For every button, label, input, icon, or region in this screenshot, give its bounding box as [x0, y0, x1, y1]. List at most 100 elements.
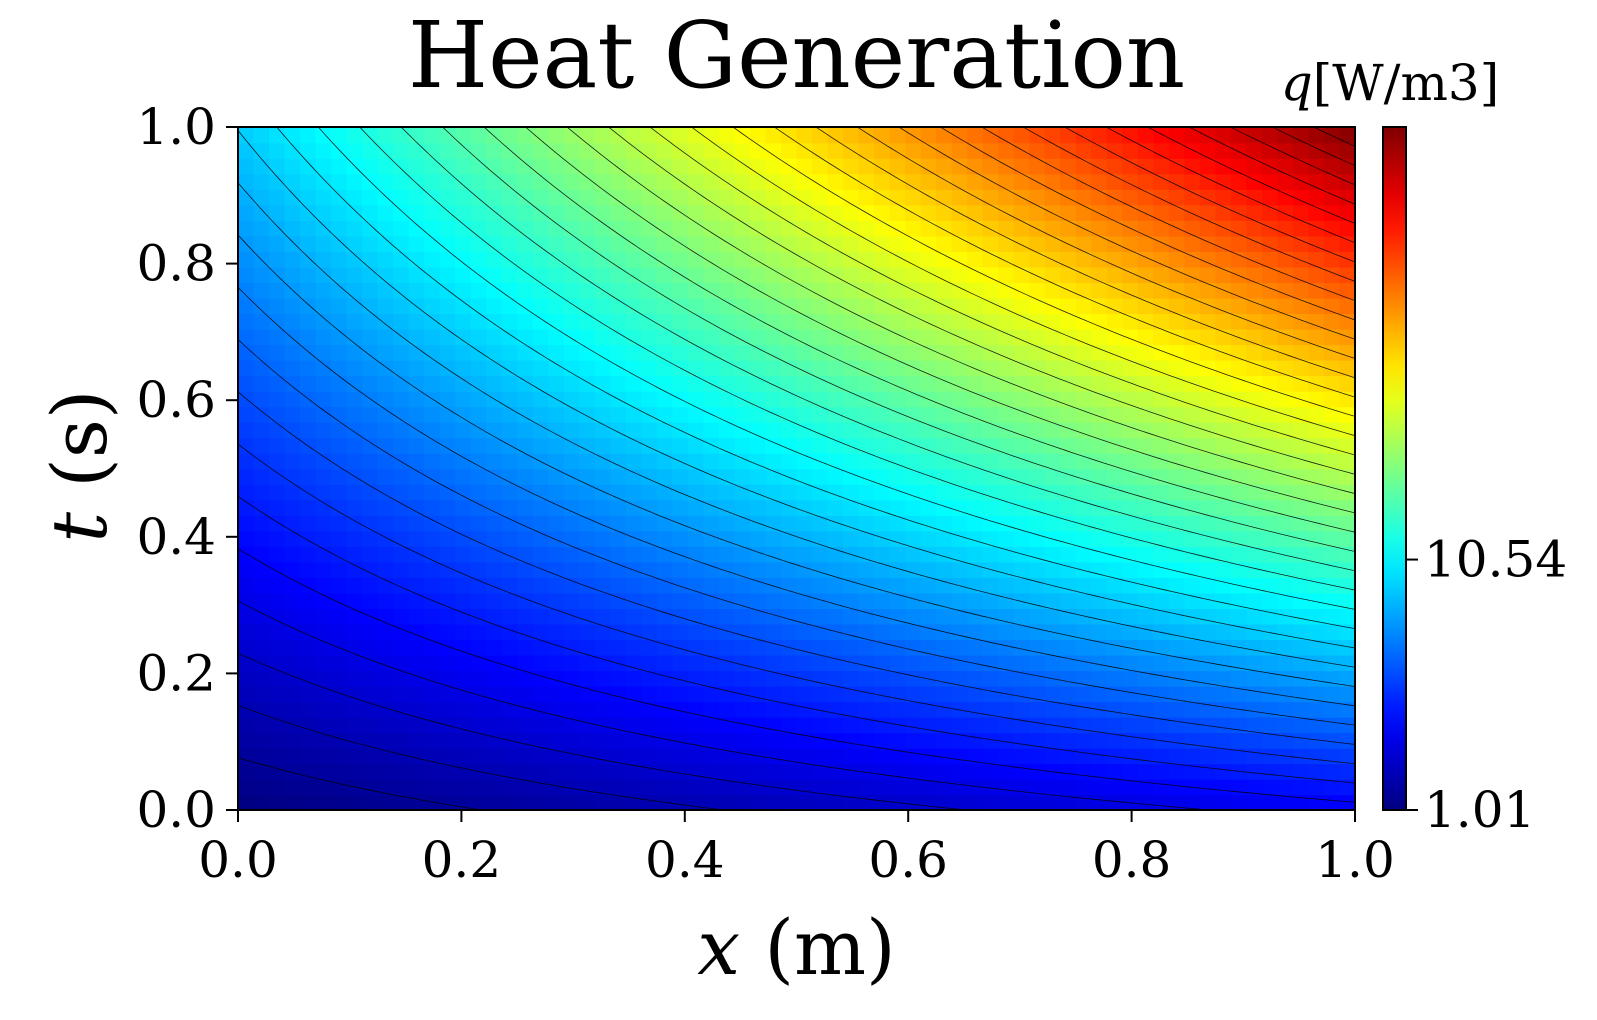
- heat-cell: [501, 468, 519, 485]
- heat-cell: [780, 716, 798, 734]
- heat-cell: [967, 530, 984, 547]
- heat-cell: [812, 592, 829, 609]
- heat-cell: [998, 515, 1015, 532]
- heat-cell: [1215, 747, 1232, 765]
- heat-cell: [315, 515, 332, 532]
- heat-cell: [362, 623, 379, 641]
- heat-cell: [594, 546, 612, 563]
- heat-cell: [517, 266, 534, 284]
- heat-cell: [920, 313, 937, 330]
- heat-cell: [517, 763, 534, 780]
- heat-cell: [1323, 546, 1341, 563]
- heat-cell: [656, 390, 674, 408]
- heat-cell: [253, 158, 270, 175]
- heat-cell: [1292, 546, 1310, 563]
- heat-cell: [1308, 452, 1325, 470]
- heat-cell: [300, 375, 317, 392]
- heat-cell: [827, 701, 844, 718]
- heat-cell: [393, 763, 410, 780]
- heat-cell: [1168, 390, 1186, 408]
- heat-cell: [253, 235, 270, 252]
- x-axis-label-unit: (m): [764, 903, 896, 992]
- heat-cell: [470, 204, 488, 221]
- heat-cell: [517, 282, 534, 299]
- heat-cell: [362, 251, 379, 268]
- heat-cell: [579, 670, 596, 687]
- heat-cell: [331, 530, 348, 547]
- heat-cell: [1246, 220, 1263, 237]
- heat-cell: [393, 484, 410, 501]
- heat-cell: [967, 220, 984, 237]
- heat-cell: [656, 716, 674, 734]
- heat-cell: [967, 251, 984, 268]
- heat-cell: [1339, 359, 1355, 377]
- heat-cell: [749, 204, 767, 221]
- heat-cell: [1199, 499, 1217, 516]
- heat-cell: [936, 778, 953, 796]
- heat-cell: [1246, 623, 1263, 641]
- heat-cell: [439, 716, 456, 734]
- heat-cell: [563, 639, 581, 656]
- heat-cell: [517, 670, 534, 687]
- heat-cell: [656, 266, 674, 284]
- heat-cell: [269, 530, 286, 547]
- heat-cell: [284, 437, 301, 454]
- heat-cell: [563, 359, 581, 377]
- heat-cell: [749, 530, 767, 547]
- heat-cell: [982, 530, 999, 547]
- heat-cell: [998, 763, 1015, 780]
- heat-cell: [858, 685, 875, 703]
- heat-cell: [408, 732, 425, 749]
- heat-cell: [734, 592, 751, 609]
- heat-cell: [377, 158, 394, 175]
- heat-cell: [843, 577, 860, 594]
- heat-cell: [672, 251, 689, 268]
- heat-cell: [936, 437, 953, 454]
- heat-cell: [734, 778, 751, 796]
- heat-cell: [1230, 484, 1248, 501]
- heat-cell: [1323, 142, 1341, 159]
- heat-cell: [796, 158, 813, 175]
- heat-cell: [734, 468, 751, 485]
- heat-cell: [532, 158, 550, 175]
- heat-cell: [563, 747, 581, 765]
- heat-cell: [641, 189, 658, 206]
- heat-cell: [439, 701, 456, 718]
- heat-cell: [982, 173, 999, 190]
- heat-cell: [548, 359, 565, 377]
- heat-cell: [734, 204, 751, 221]
- heat-cell: [656, 344, 674, 361]
- heat-cell: [889, 173, 906, 190]
- heat-cell: [1199, 313, 1217, 330]
- heat-cell: [1013, 763, 1030, 780]
- heat-cell: [656, 437, 674, 454]
- heat-cell: [1230, 313, 1248, 330]
- x-tick-label: 0.4: [645, 831, 725, 889]
- heat-cell: [346, 266, 363, 284]
- heat-cell: [284, 778, 301, 796]
- heat-cell: [238, 701, 255, 718]
- heat-cell: [1246, 778, 1263, 796]
- heat-cell: [1215, 654, 1232, 672]
- heat-cell: [920, 220, 937, 237]
- heat-cell: [331, 499, 348, 516]
- heat-cell: [687, 142, 705, 159]
- heat-cell: [812, 685, 829, 703]
- heat-cell: [1261, 127, 1279, 144]
- heat-cell: [998, 452, 1015, 470]
- heat-cell: [703, 142, 720, 159]
- heat-cell: [1261, 375, 1279, 392]
- heat-cell: [424, 561, 441, 578]
- heat-cell: [1292, 204, 1310, 221]
- heat-cell: [1339, 747, 1355, 765]
- heat-cell: [1029, 530, 1046, 547]
- heat-cell: [579, 235, 596, 252]
- heat-cell: [1230, 204, 1248, 221]
- heat-cell: [284, 421, 301, 439]
- heat-cell: [765, 189, 782, 206]
- heat-cell: [331, 515, 348, 532]
- heat-cell: [610, 142, 627, 159]
- heat-cell: [455, 561, 472, 578]
- contour-line: [276, 127, 1355, 630]
- heat-cell: [1168, 127, 1186, 144]
